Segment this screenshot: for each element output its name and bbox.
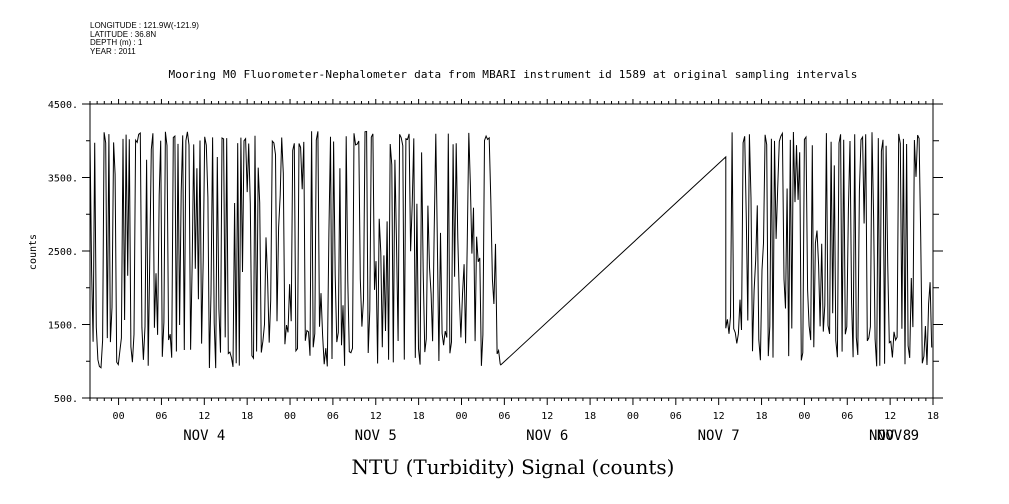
x-day-label: NOV 4 [183,428,225,444]
x-day-label: NOV 9 [877,428,919,444]
x-day-label: NOV 6 [526,428,568,444]
x-tick-label: 18 [241,411,253,422]
metadata-block: LONGITUDE : 121.9W(-121.9) LATITUDE : 36… [90,21,199,56]
y-tick-label: 4500. [48,100,78,111]
longitude-label: LONGITUDE : 121.9W(-121.9) [90,21,199,30]
x-tick-label: 18 [584,411,596,422]
x-tick-label: 00 [113,411,125,422]
x-tick-label: 00 [455,411,467,422]
y-tick-label: 2500. [48,247,78,258]
x-tick-label: 12 [884,411,896,422]
x-tick-label: 06 [498,411,510,422]
x-tick-label: 00 [284,411,296,422]
x-day-label: NOV 7 [698,428,740,444]
x-axis: 00 06 12 18 00 06 12 18 00 06 12 18 00 06 12 18 00 06 12 18… [89,99,939,444]
y-axis: 4500. 3500. 2500. 1500. 500. [48,100,943,405]
y-tick-label: 1500. [48,321,78,332]
x-tick-label: 00 [798,411,810,422]
x-tick-label: 18 [413,411,425,422]
x-tick-label: 06 [155,411,167,422]
x-tick-label: 06 [327,411,339,422]
x-tick-label: 12 [541,411,553,422]
y-axis-label: counts [28,234,39,270]
footer-title: NTU (Turbidity) Signal (counts) [351,455,675,479]
x-tick-label: 18 [927,411,939,422]
x-tick-label: 06 [841,411,853,422]
x-tick-label: 06 [670,411,682,422]
x-tick-label: 12 [198,411,210,422]
series-line [89,130,933,369]
x-tick-label: 00 [627,411,639,422]
year-label: YEAR : 2011 [90,46,136,56]
y-tick-label: 500. [54,394,78,405]
x-tick-label: 18 [756,411,768,422]
x-day-label: NOV 8 [869,428,911,444]
y-tick-label: 3500. [48,174,78,185]
ntu-series-line [89,130,933,369]
chart-title: Mooring M0 Fluorometer-Nephalometer data… [168,68,858,81]
x-tick-label: 12 [713,411,725,422]
x-day-label: NOV 5 [355,428,397,444]
depth-label: DEPTH (m) : 1 [90,38,143,47]
x-tick-label: 12 [370,411,382,422]
latitude-label: LATITUDE : 36.8N [90,29,157,39]
